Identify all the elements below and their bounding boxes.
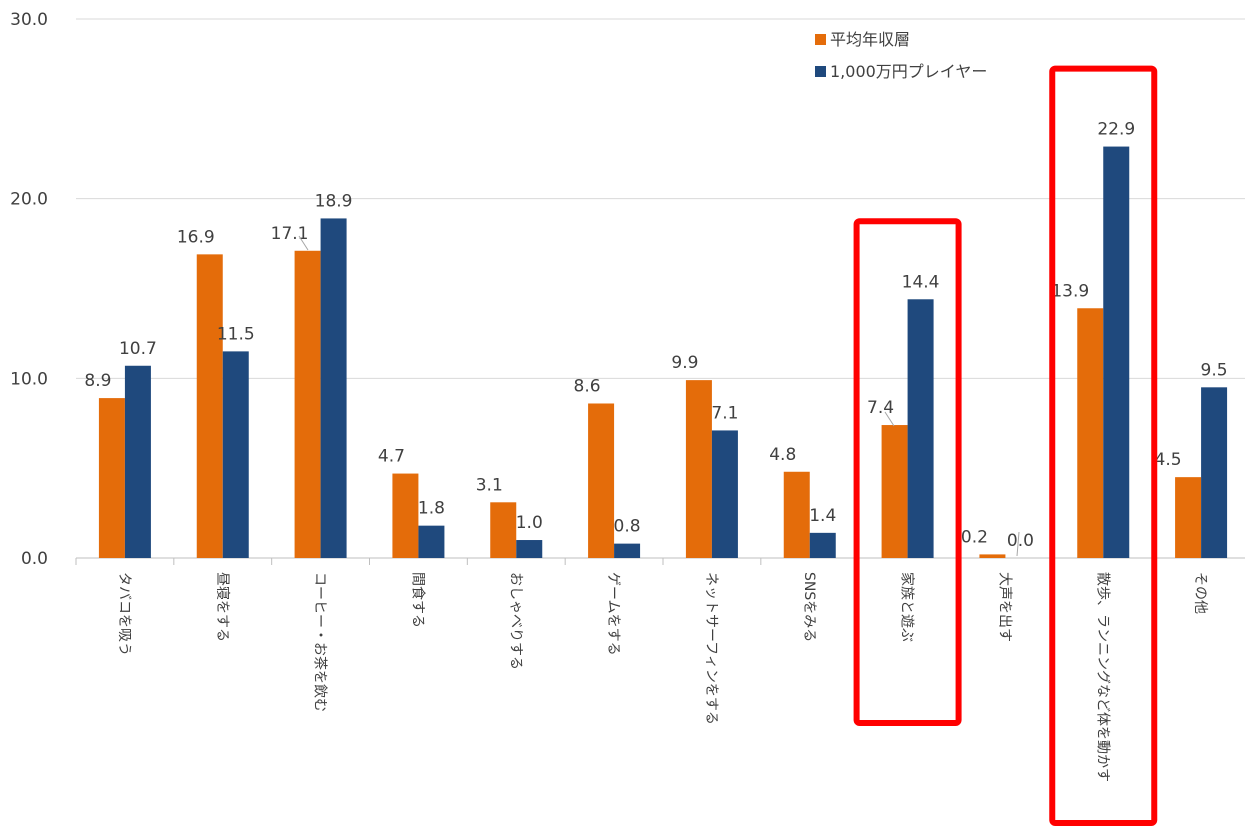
bar-平均年収層 (881, 425, 908, 558)
bar-1,000万円プレイヤー (124, 365, 151, 558)
leader-line (884, 411, 895, 427)
bar-平均年収層 (783, 471, 810, 558)
legend-swatch (815, 34, 826, 45)
category-label: 散歩、ランニングなど体を動かす (1094, 572, 1110, 782)
data-label: 18.9 (315, 191, 353, 211)
y-tick-label: 30.0 (10, 10, 48, 30)
bar-1,000万円プレイヤー (1103, 146, 1130, 558)
bar-平均年収層 (490, 502, 517, 558)
bar-1,000万円プレイヤー (809, 532, 836, 558)
category-label: 大声を出す (996, 572, 1012, 642)
category-label: ネットサーフィンをする (703, 572, 719, 725)
leader-line (298, 235, 309, 251)
bar-1,000万円プレイヤー (320, 218, 347, 558)
data-label: 10.7 (119, 339, 157, 359)
data-label: 16.9 (177, 227, 215, 247)
leader-line (1016, 531, 1020, 557)
data-label: 9.5 (1201, 360, 1228, 380)
data-label: 13.9 (1051, 281, 1089, 301)
category-label: 間食する (409, 572, 426, 628)
bar-平均年収層 (98, 398, 125, 558)
highlight-box (853, 218, 962, 726)
bar-平均年収層 (588, 403, 615, 558)
category-label: タバコを吸う (116, 572, 132, 656)
data-label: 0.8 (614, 517, 641, 537)
category-label: 家族と遊ぶ (899, 572, 916, 642)
data-label: 0.0 (1007, 531, 1034, 551)
y-tick-label: 10.0 (10, 369, 48, 389)
legend-label: 1,000万円プレイヤー (830, 62, 987, 81)
data-label: 3.1 (476, 475, 503, 495)
category-label: コーヒー・お茶を飲む (312, 572, 328, 712)
data-label: 4.8 (769, 445, 796, 465)
category-label: ゲームをする (605, 572, 621, 656)
bar-平均年収層 (685, 380, 712, 558)
bar-平均年収層 (1175, 477, 1202, 558)
data-label: 8.6 (574, 376, 601, 396)
data-label: 0.2 (961, 527, 988, 547)
y-tick-label: 0.0 (21, 549, 48, 569)
data-label: 4.5 (1155, 450, 1182, 470)
data-label: 1.8 (418, 499, 445, 519)
data-label: 11.5 (217, 324, 255, 344)
legend-label: 平均年収層 (830, 30, 910, 49)
data-label: 7.1 (711, 403, 738, 423)
data-label: 22.9 (1097, 120, 1135, 140)
data-label: 4.7 (378, 447, 405, 467)
category-label: SNSをみる (801, 572, 817, 642)
legend-swatch (815, 66, 826, 77)
bar-1,000万円プレイヤー (222, 351, 249, 558)
data-label: 7.4 (867, 398, 894, 418)
bar-平均年収層 (294, 250, 321, 558)
category-label: その他 (1192, 572, 1208, 614)
data-label: 17.1 (271, 224, 309, 244)
bar-平均年収層 (196, 254, 223, 558)
data-label: 1.0 (516, 513, 543, 533)
bar-1,000万円プレイヤー (614, 543, 641, 558)
bar-1,000万円プレイヤー (907, 299, 934, 558)
data-label: 9.9 (671, 353, 698, 373)
bar-平均年収層 (1077, 308, 1104, 558)
bar-平均年収層 (979, 554, 1006, 558)
highlight-box (1049, 65, 1158, 826)
bar-1,000万円プレイヤー (516, 540, 543, 558)
category-label: 昼寝をする (214, 572, 231, 642)
bar-1,000万円プレイヤー (1201, 387, 1228, 558)
category-label: おしゃべりする (507, 572, 523, 670)
data-label: 14.4 (902, 272, 940, 292)
data-label: 8.9 (84, 371, 111, 391)
bar-1,000万円プレイヤー (418, 525, 445, 558)
bar-平均年収層 (392, 473, 419, 558)
y-tick-label: 20.0 (10, 190, 48, 210)
data-label: 1.4 (809, 506, 836, 526)
bar-1,000万円プレイヤー (711, 430, 738, 558)
